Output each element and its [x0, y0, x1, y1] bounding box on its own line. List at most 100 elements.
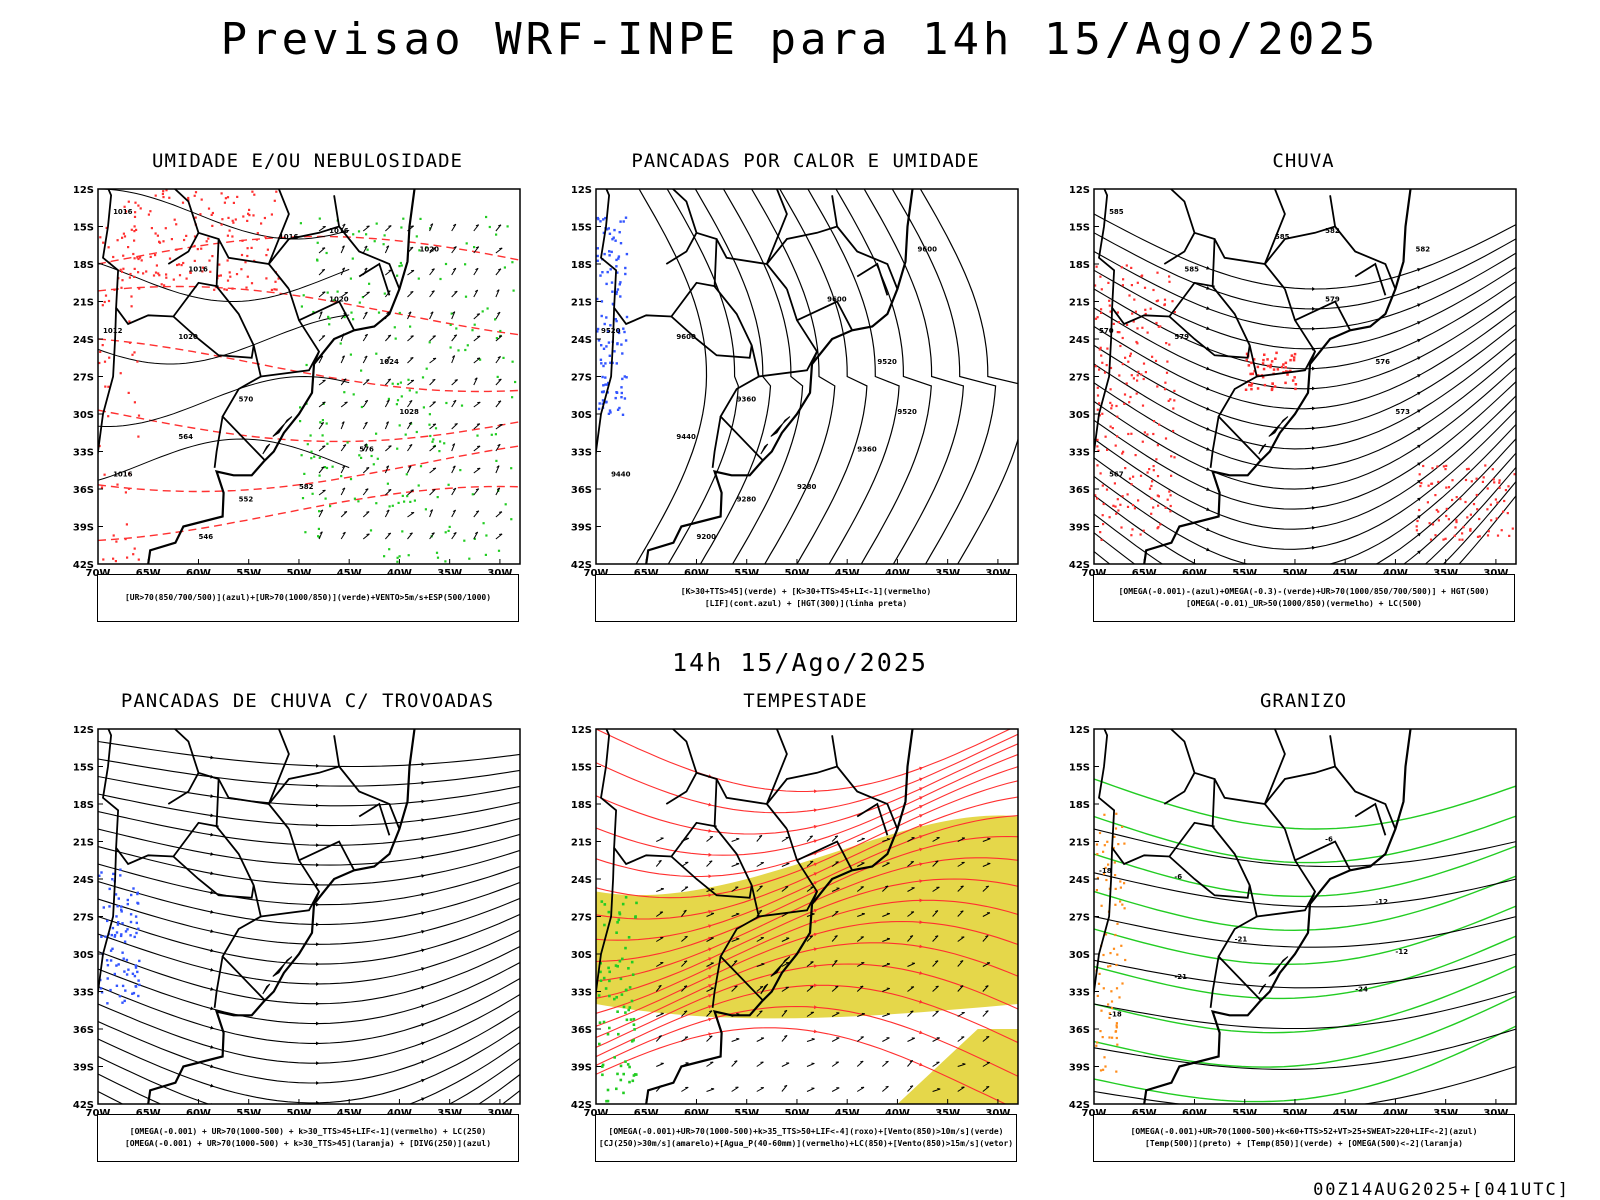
field-speck [601, 1065, 604, 1068]
field-speck [1289, 358, 1292, 362]
field-speck [302, 294, 305, 297]
wind-vector [495, 487, 501, 496]
wind-vector [831, 911, 839, 917]
lon-tick-label: 40W [885, 568, 910, 579]
field-speck [263, 216, 266, 220]
streamline-arrow [1206, 426, 1211, 431]
field-speck [101, 344, 104, 347]
wind-vector [473, 510, 480, 518]
map-panel: CHUVA 585 585 585 582 582 579 579 576 573 570 567 12… [1066, 150, 1541, 622]
field-speck [1103, 813, 1106, 816]
streamline [596, 733, 1018, 814]
wind-vector-head [342, 223, 346, 227]
field-speck [1113, 482, 1116, 485]
streamline [1094, 424, 1516, 564]
field-speck [1506, 512, 1509, 515]
field-speck [108, 356, 111, 359]
contour-label: 564 [178, 433, 193, 441]
wind-vector-head [758, 834, 763, 837]
field-speck [618, 911, 621, 914]
field-speck [609, 268, 612, 271]
wind-vector-head [341, 267, 345, 270]
field-speck [1112, 504, 1115, 507]
field-speck [1467, 467, 1470, 470]
field-speck [317, 535, 320, 538]
field-speck [1513, 473, 1516, 476]
field-speck [1163, 303, 1166, 307]
wind-vector-head [410, 246, 414, 249]
field-speck [133, 267, 136, 270]
field-speck [375, 432, 378, 435]
field-speck [1108, 304, 1111, 307]
streamline-arrow [1311, 525, 1316, 530]
contour-line [98, 285, 520, 336]
field-speck [616, 288, 620, 291]
wind-vector-head [475, 224, 479, 227]
field-speck [628, 1006, 632, 1009]
field-speck [607, 341, 611, 344]
field-speck [1469, 513, 1472, 516]
field-speck [250, 246, 253, 249]
field-speck [627, 1008, 630, 1012]
field-speck [616, 1010, 619, 1013]
field-speck [482, 522, 485, 525]
field-speck [327, 315, 330, 318]
wind-vector [806, 886, 814, 892]
field-speck [1114, 887, 1117, 890]
field-speck [248, 214, 251, 217]
field-speck [1096, 316, 1099, 319]
field-speck [299, 406, 302, 409]
field-speck [625, 376, 628, 379]
wind-vector-head [910, 1010, 914, 1013]
contour-label: 582 [1325, 227, 1340, 235]
lon-tick-label: 70W [1082, 568, 1107, 579]
wind-vector [451, 246, 457, 254]
field-speck [608, 409, 612, 412]
wind-vector-head [343, 510, 348, 513]
field-speck [1157, 325, 1160, 328]
field-speck [460, 404, 464, 407]
streamline [596, 942, 1018, 1039]
contour-line [98, 262, 350, 302]
field-speck [372, 463, 375, 466]
field-speck [624, 1060, 627, 1063]
wind-vector [451, 290, 458, 298]
wind-vector [781, 1062, 790, 1067]
field-speck [158, 274, 161, 277]
wind-vector [982, 985, 989, 992]
field-speck [419, 217, 422, 220]
field-speck [1117, 843, 1120, 846]
field-speck [603, 903, 607, 906]
contour-line [1094, 1028, 1516, 1070]
wind-vector [340, 401, 348, 408]
field-speck [1109, 388, 1112, 391]
field-speck [1155, 458, 1158, 461]
field-speck [217, 274, 220, 277]
border-line [1168, 315, 1251, 359]
border-line [715, 238, 767, 265]
field-speck [135, 228, 138, 231]
field-speck [387, 397, 390, 400]
field-speck [494, 433, 497, 436]
field-speck [627, 936, 631, 939]
wind-vector [907, 986, 915, 992]
field-speck [1146, 433, 1149, 436]
coastline [1143, 729, 1412, 1104]
field-speck [316, 241, 319, 244]
field-speck [112, 534, 115, 537]
wind-vector [656, 1012, 664, 1017]
field-speck [264, 235, 267, 239]
wind-vector [982, 1036, 990, 1042]
lat-tick-label: 24S [571, 875, 592, 886]
field-speck [617, 257, 620, 260]
field-speck [111, 926, 115, 930]
field-speck [1101, 514, 1104, 517]
wind-vector [473, 268, 479, 276]
contour-label: 585 [1275, 233, 1290, 241]
wind-vector-head [320, 422, 324, 425]
field-speck [137, 414, 141, 417]
lon-tick-label: 50W [1282, 1108, 1307, 1119]
field-speck [615, 391, 619, 394]
contour-line [98, 189, 350, 240]
field-speck [1159, 523, 1162, 526]
